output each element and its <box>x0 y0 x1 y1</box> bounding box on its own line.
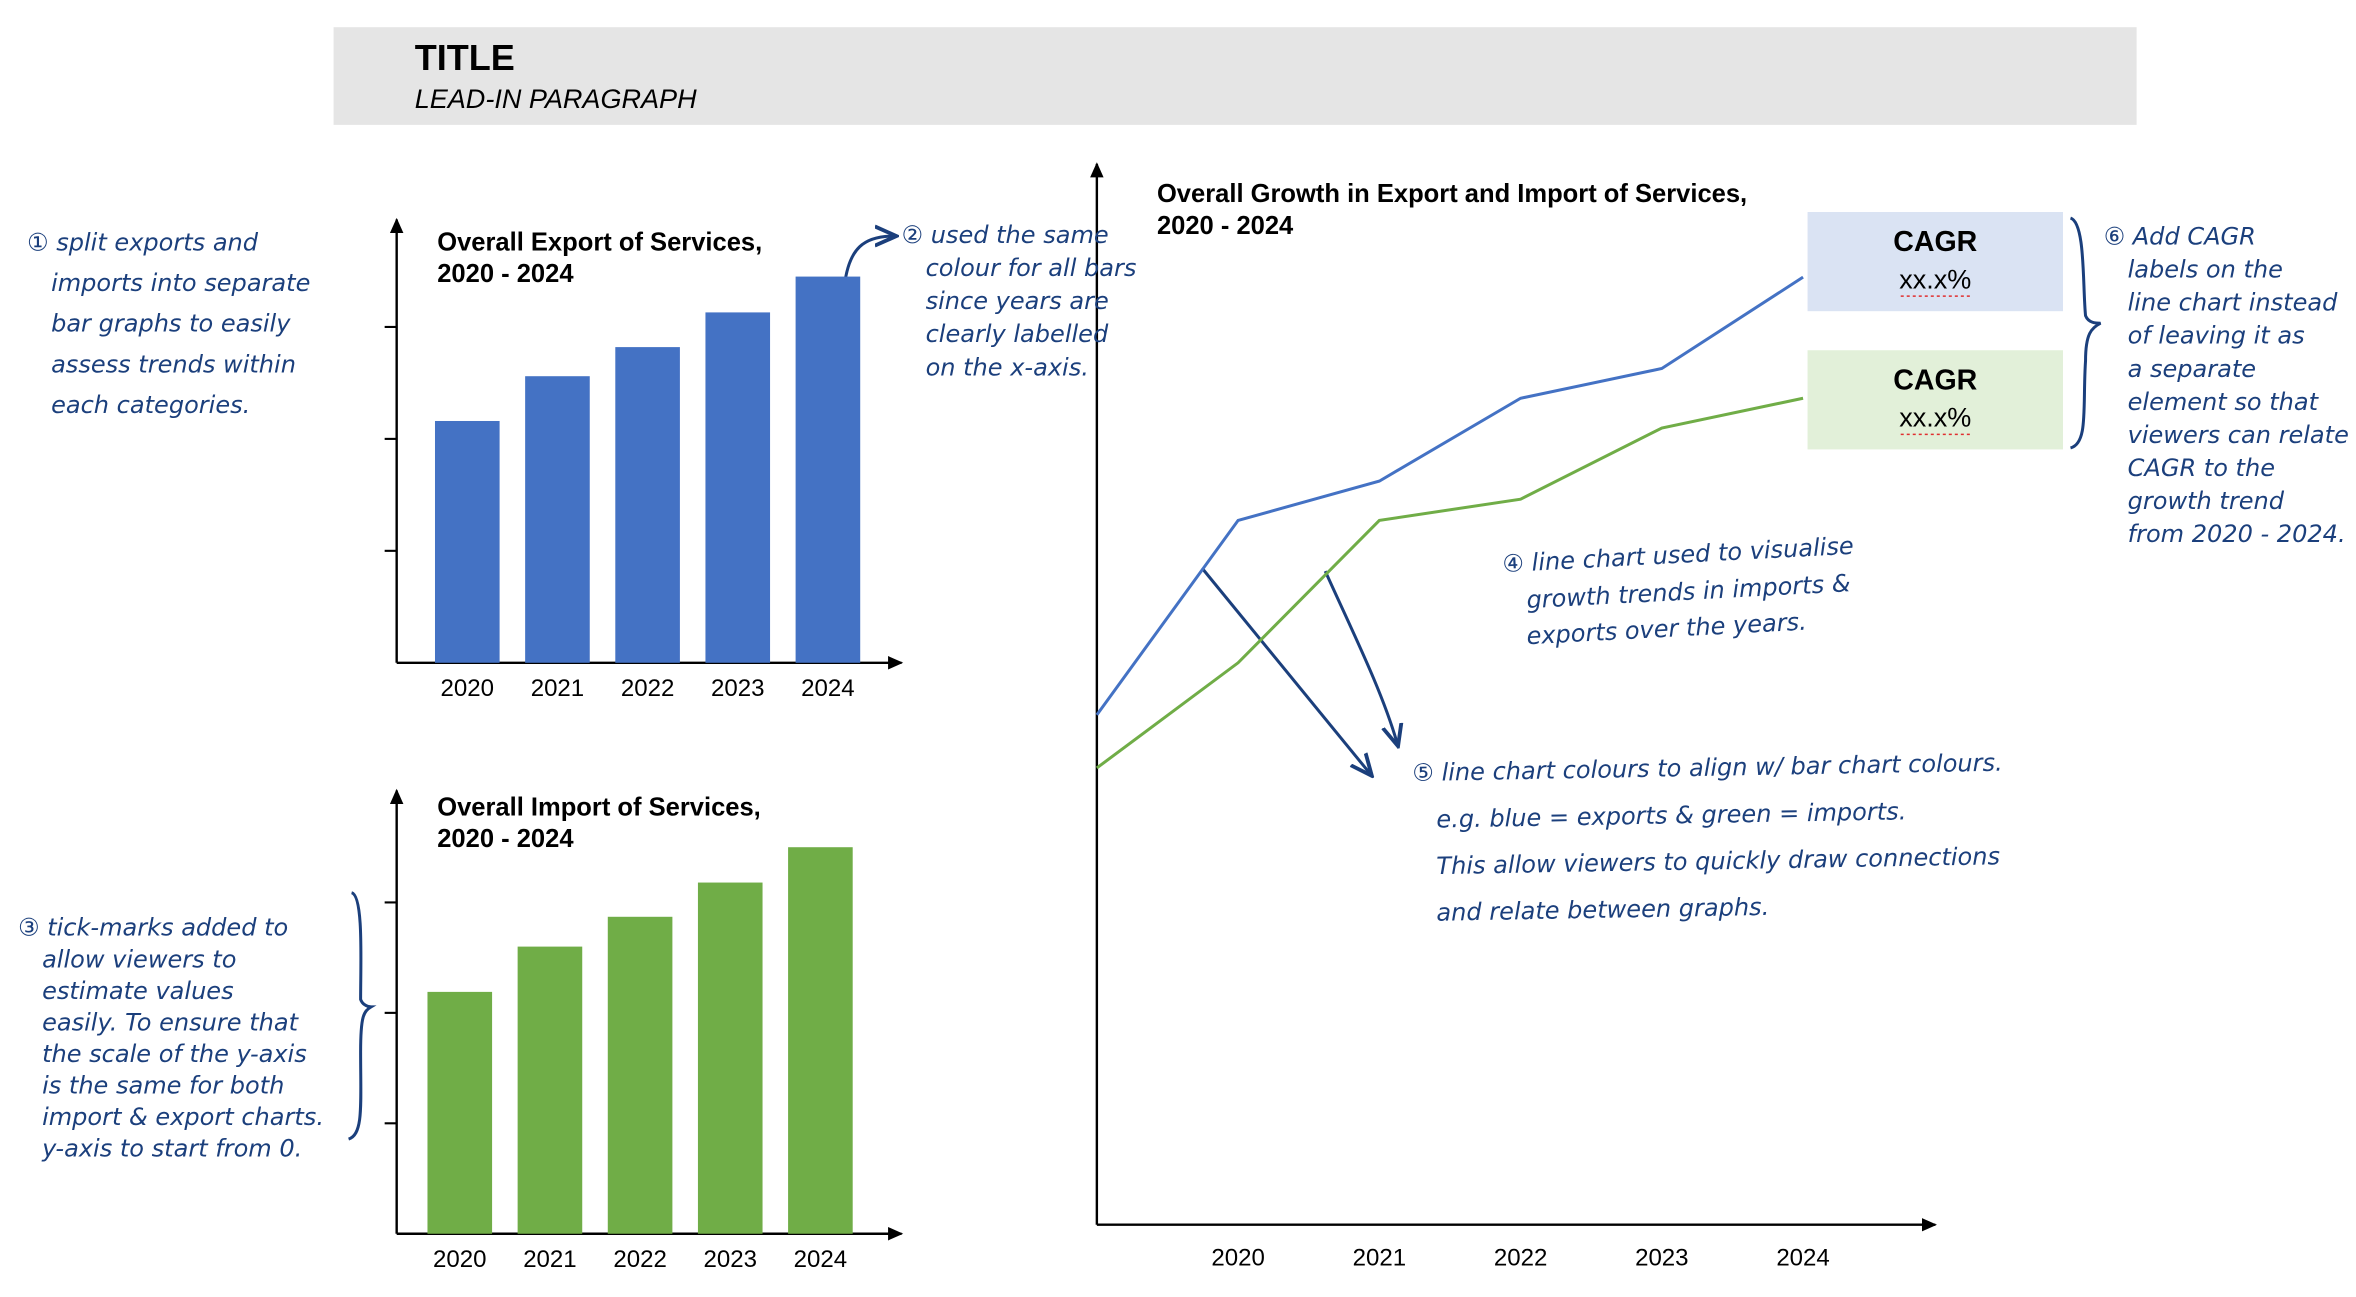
x-tick-label: 2023 <box>704 1246 757 1273</box>
annotation: is the same for both <box>42 1071 284 1099</box>
x-tick-label: 2020 <box>433 1246 486 1273</box>
annotation: line chart instead <box>2128 289 2338 317</box>
bar <box>788 847 853 1234</box>
annotation: bar graphs to easily <box>51 310 291 338</box>
header-band <box>333 27 2137 125</box>
x-tick-label: 2022 <box>1494 1245 1547 1272</box>
x-tick-label: 2022 <box>621 675 674 702</box>
bar <box>795 276 861 663</box>
annotation: ⑤ line chart colours to align w/ bar cha… <box>1412 749 2003 787</box>
cagr-box <box>1807 350 2064 450</box>
chart-title: 2020 - 2024 <box>437 825 574 853</box>
annotation: ② used the same <box>902 221 1109 249</box>
annotation: a separate <box>2128 355 2256 383</box>
annotation: colour for all bars <box>926 254 1137 282</box>
line-series <box>1095 396 1804 770</box>
annotation: ⑥ Add CAGR <box>2104 223 2256 251</box>
annotation: from 2020 - 2024. <box>2128 520 2346 548</box>
annotation: each categories. <box>51 391 250 419</box>
annotation: easily. To ensure that <box>42 1008 300 1036</box>
x-tick-label: 2024 <box>794 1246 847 1273</box>
annotation: imports into separate <box>51 269 310 297</box>
x-tick-label: 2021 <box>1353 1245 1406 1272</box>
cagr-label: CAGR <box>1893 364 1977 396</box>
x-tick-label: 2021 <box>531 675 584 702</box>
x-tick-label: 2020 <box>1211 1245 1264 1272</box>
x-tick-label: 2021 <box>523 1246 576 1273</box>
annotation: allow viewers to <box>42 945 236 973</box>
annotation: exports over the years. <box>1526 608 1808 651</box>
bar <box>427 991 493 1234</box>
lead-in: LEAD-IN PARAGRAPH <box>415 84 697 114</box>
annotation: since years are <box>926 287 1109 315</box>
annotation: This allow viewers to quickly draw conne… <box>1436 842 2001 880</box>
cagr-label: CAGR <box>1893 226 1977 258</box>
bar <box>697 882 763 1234</box>
x-tick-label: 2024 <box>1776 1245 1829 1272</box>
x-tick-label: 2023 <box>711 675 764 702</box>
annotation: e.g. blue = exports & green = imports. <box>1436 797 1906 833</box>
annotation: on the x-axis. <box>926 353 1089 381</box>
annotation: of leaving it as <box>2128 322 2305 350</box>
chart-title: 2020 - 2024 <box>1157 212 1294 240</box>
annotation: import & export charts. <box>42 1103 324 1131</box>
annotation: element so that <box>2128 388 2320 416</box>
cagr-value: xx.x% <box>1899 264 1971 294</box>
x-tick-label: 2023 <box>1635 1245 1688 1272</box>
annotation: labels on the <box>2128 256 2283 284</box>
bar <box>517 946 583 1234</box>
bar <box>705 312 771 663</box>
bar <box>607 916 673 1234</box>
annotation: ③ tick-marks added to <box>18 914 288 942</box>
chart-title: 2020 - 2024 <box>437 260 574 288</box>
annotation: viewers can relate <box>2128 421 2349 449</box>
line-series <box>1095 275 1804 716</box>
x-tick-label: 2024 <box>801 675 854 702</box>
chart-title: Overall Growth in Export and Import of S… <box>1157 180 1747 208</box>
annotation-arrow <box>842 236 894 286</box>
annotation-arrow <box>1323 570 1397 744</box>
annotation-arrow <box>1200 567 1370 774</box>
cagr-value: xx.x% <box>1899 403 1971 433</box>
annotation: assess trends within <box>51 350 296 378</box>
page-title: TITLE <box>415 37 515 78</box>
brace <box>347 891 377 1141</box>
annotation: y-axis to start from 0. <box>41 1135 302 1163</box>
annotation: estimate values <box>42 977 234 1005</box>
annotation: ① split exports and <box>27 229 259 257</box>
chart-title: Overall Import of Services, <box>437 793 761 821</box>
x-tick-label: 2022 <box>613 1246 666 1273</box>
annotation: and relate between graphs. <box>1436 893 1769 927</box>
bar <box>434 420 500 663</box>
cagr-box <box>1807 212 2064 312</box>
annotation: clearly labelled <box>926 320 1109 348</box>
bar <box>525 376 590 663</box>
chart-title: Overall Export of Services, <box>437 228 762 256</box>
bar <box>615 347 680 663</box>
x-tick-label: 2020 <box>441 675 494 702</box>
annotation: CAGR to the <box>2128 454 2275 482</box>
annotation: growth trend <box>2128 487 2285 515</box>
annotation: the scale of the y-axis <box>42 1040 307 1068</box>
brace <box>2069 216 2102 450</box>
